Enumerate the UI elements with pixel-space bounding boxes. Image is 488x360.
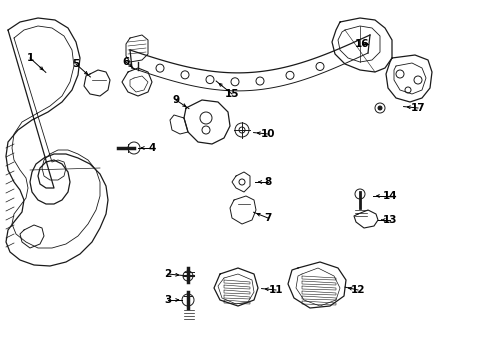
- Text: 16: 16: [354, 39, 368, 49]
- Text: 13: 13: [382, 215, 396, 225]
- Text: 7: 7: [264, 213, 271, 223]
- Text: 6: 6: [122, 57, 129, 67]
- Text: 9: 9: [172, 95, 179, 105]
- Text: 15: 15: [224, 89, 239, 99]
- Text: 2: 2: [164, 269, 171, 279]
- Text: 12: 12: [350, 285, 365, 295]
- Text: 3: 3: [164, 295, 171, 305]
- Text: 14: 14: [382, 191, 397, 201]
- Text: 11: 11: [268, 285, 283, 295]
- Text: 10: 10: [260, 129, 275, 139]
- Text: 1: 1: [26, 53, 34, 63]
- Circle shape: [377, 106, 381, 110]
- Text: 17: 17: [410, 103, 425, 113]
- Text: 4: 4: [148, 143, 155, 153]
- Text: 8: 8: [264, 177, 271, 187]
- Text: 5: 5: [72, 59, 80, 69]
